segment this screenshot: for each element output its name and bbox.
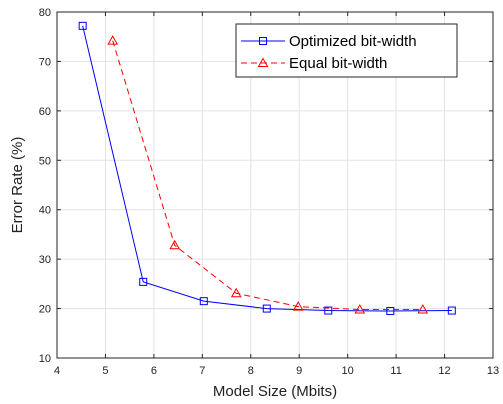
legend-box [235,23,458,78]
data-point [78,21,87,30]
legend-entry-equal: Equal bit-width [241,55,387,72]
x-tick-label: 7 [199,365,205,377]
series-line [112,40,423,311]
y-tick-label: 30 [39,254,51,266]
legend: Optimized bit-width Equal bit-width [235,23,458,78]
x-tick-label: 9 [296,365,302,377]
series-optimized [78,21,456,316]
y-tick-label: 70 [39,56,51,68]
y-tick-label: 20 [39,304,51,316]
y-tick-label: 50 [39,155,51,167]
legend-entry-optimized: Optimized bit-width [241,33,417,50]
series-equal [107,35,429,314]
data-point [292,301,304,311]
x-tick-label: 10 [342,365,354,377]
x-tick-label: 13 [487,365,499,377]
data-point [354,304,366,314]
axis-ticks: 4 5 6 7 8 9 10 11 12 13 10 20 30 40 50 60 70 80 [39,7,499,377]
plot-frame [56,11,494,359]
x-tick-label: 11 [390,365,401,377]
x-tick-label: 4 [54,365,60,377]
data-point [139,277,148,286]
data-point [199,297,208,306]
y-tick-label: 10 [39,353,51,365]
data-point [324,306,333,315]
data-point [447,306,456,315]
series-layer [78,21,456,316]
x-axis-label: Model Size (Mbits) [213,383,337,400]
data-point [169,239,181,250]
data-point [230,287,242,298]
x-tick-label: 5 [102,365,108,377]
y-tick-label: 60 [39,106,51,118]
legend-label-optimized: Optimized bit-width [289,33,417,50]
x-tick-label: 12 [438,365,450,377]
y-axis-label: Error Rate (%) [9,137,26,234]
data-point [417,304,429,314]
y-tick-label: 80 [39,7,51,19]
legend-marker-triangle [257,57,269,67]
legend-marker-square [259,37,267,45]
y-tick-label: 40 [39,205,51,217]
data-point [107,35,119,45]
x-tick-label: 8 [248,365,254,377]
x-tick-label: 6 [151,365,157,377]
data-point [262,304,271,313]
legend-label-equal: Equal bit-width [289,55,387,72]
data-point [386,307,395,316]
series-line [82,25,452,312]
